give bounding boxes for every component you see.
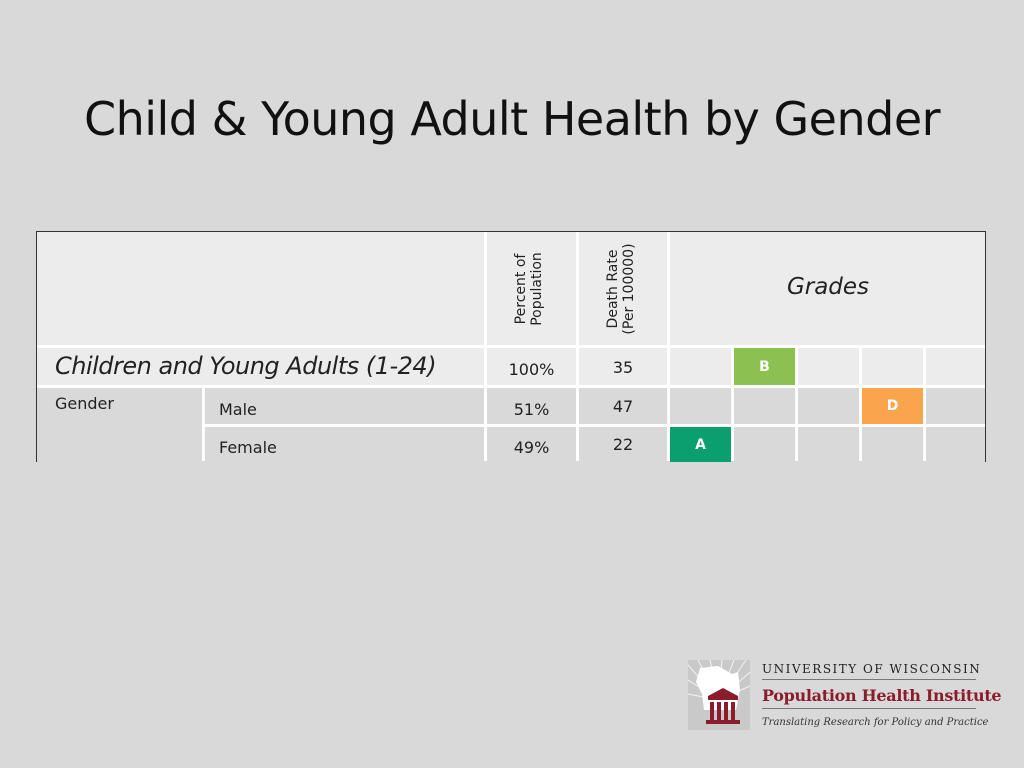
slide-title: Child & Young Adult Health by Gender [83, 92, 941, 146]
row-divider [202, 424, 985, 427]
row-divider [37, 345, 985, 348]
children-death-rate: 35 [612, 358, 634, 377]
female-row-label: Female [219, 438, 277, 457]
logo-divider [762, 679, 976, 680]
wisconsin-building-icon [688, 660, 750, 730]
children-row-band [37, 348, 985, 385]
death-rate-header: Death Rate (Per 100000) [605, 239, 639, 339]
death-header-line1: Death Rate [605, 249, 621, 329]
logo-tagline: Translating Research for Policy and Prac… [762, 717, 989, 728]
logo-institute-text: Population Health Institute [762, 686, 1002, 705]
death-header-line2: (Per 100000) [621, 243, 637, 335]
header-band [37, 232, 985, 345]
row-divider [37, 385, 985, 388]
children-grade-cell: B [734, 348, 795, 385]
male-row-label: Male [219, 400, 257, 419]
male-percent: 51% [513, 400, 550, 419]
male-grade-cell: D [862, 388, 923, 424]
children-percent: 100% [508, 360, 555, 379]
col-divider [576, 232, 579, 461]
gender-group-label: Gender [55, 394, 114, 413]
percent-header: Percent of Population [513, 239, 547, 339]
grade-col-divider [923, 345, 926, 461]
female-death-rate: 22 [612, 435, 634, 454]
female-percent: 49% [513, 438, 550, 457]
male-death-rate: 47 [612, 397, 634, 416]
children-row-label: Children and Young Adults (1-24) [55, 352, 437, 380]
uw-phi-logo: UNIVERSITY OF WISCONSIN Population Healt… [688, 660, 1002, 734]
grade-col-divider [731, 345, 734, 461]
logo-divider [762, 708, 976, 709]
logo-university-text: UNIVERSITY OF WISCONSIN [762, 662, 982, 676]
col-divider [202, 388, 205, 461]
percent-header-line2: Population [529, 252, 545, 326]
grades-header: Grades [786, 274, 870, 300]
col-divider [667, 232, 670, 461]
percent-header-line1: Percent of [513, 253, 529, 325]
grade-col-divider [795, 345, 798, 461]
col-divider [484, 232, 487, 461]
grade-col-divider [859, 345, 862, 461]
grades-table: Percent of Population Death Rate (Per 10… [36, 231, 986, 462]
female-grade-cell: A [670, 427, 731, 462]
